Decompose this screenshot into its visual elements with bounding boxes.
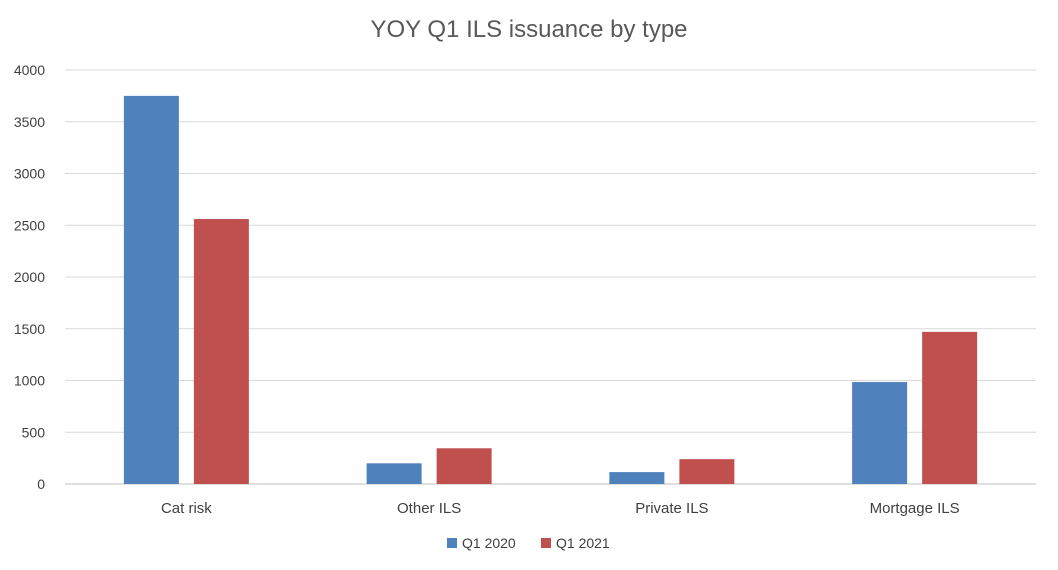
y-tick-label: 500 — [22, 424, 46, 440]
y-tick-label: 2000 — [14, 269, 45, 285]
x-axis-categories: Cat risk Other ILS Private ILS Mortgage ILS — [161, 500, 960, 517]
x-category-label: Mortgage ILS — [870, 500, 960, 517]
y-tick-label: 4000 — [14, 62, 45, 78]
bar-q1-2020-cat-risk — [123, 95, 179, 484]
y-tick-label: 1500 — [14, 321, 45, 337]
legend-swatch — [447, 538, 457, 548]
legend-label: Q1 2021 — [556, 535, 610, 551]
legend: Q1 2020 Q1 2021 — [447, 535, 610, 551]
bar-q1-2021-mortgage-ils — [922, 331, 978, 484]
y-tick-label: 3000 — [14, 166, 45, 182]
bar-q1-2021-other-ils — [436, 448, 492, 484]
x-category-label: Cat risk — [161, 500, 212, 517]
bar-q1-2020-mortgage-ils — [852, 382, 908, 484]
bars — [123, 95, 978, 485]
legend-swatch — [541, 538, 551, 548]
bar-q1-2021-private-ils — [679, 459, 735, 484]
y-tick-label: 3500 — [14, 114, 45, 130]
y-tick-label: 0 — [37, 476, 45, 492]
y-tick-label: 1000 — [14, 373, 45, 389]
bar-q1-2020-other-ils — [366, 463, 422, 484]
y-tick-label: 2500 — [14, 217, 45, 233]
legend-label: Q1 2020 — [462, 535, 516, 551]
bar-q1-2021-cat-risk — [193, 219, 249, 485]
y-axis-ticks: 0 500 1000 1500 2000 2500 3000 3500 4000 — [14, 62, 45, 492]
x-category-label: Other ILS — [397, 500, 461, 517]
chart-title: YOY Q1 ILS issuance by type — [370, 16, 687, 43]
x-category-label: Private ILS — [635, 500, 708, 517]
bar-q1-2020-private-ils — [609, 472, 665, 484]
